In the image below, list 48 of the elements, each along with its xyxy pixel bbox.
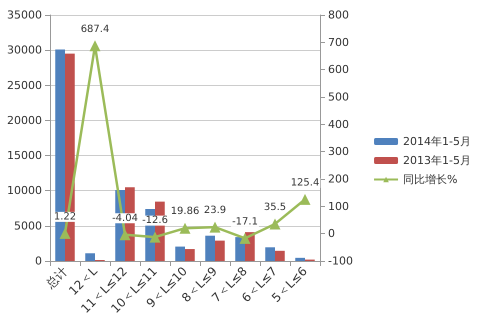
- data-label: -12.6: [142, 215, 168, 226]
- point: [300, 194, 310, 205]
- y-tick-label: 0: [35, 254, 42, 268]
- point: [120, 229, 130, 240]
- bar: [275, 250, 285, 261]
- y2-tick-label: 500: [328, 90, 349, 104]
- y-tick-label: 5000: [14, 219, 42, 232]
- data-label: -4.04: [112, 212, 138, 224]
- bar: [85, 253, 95, 261]
- point: [240, 232, 250, 244]
- x-tick-label: 总计: [42, 264, 70, 292]
- y2-tick-label: 700: [328, 36, 349, 49]
- data-label: 35.5: [264, 202, 286, 213]
- bar: [175, 246, 185, 261]
- legend-label: 2014年1-5月: [403, 135, 472, 148]
- y2-tick-label: 600: [328, 63, 349, 76]
- y2-tick-label: 400: [328, 118, 349, 131]
- bar: [265, 247, 275, 261]
- y-tick-label: 20000: [7, 114, 42, 127]
- y2-tick-label: 200: [328, 172, 349, 186]
- point: [270, 218, 280, 230]
- point: [150, 232, 160, 243]
- data-label: 125.4: [290, 177, 320, 188]
- point: [90, 40, 100, 52]
- y-tick-label: 35000: [7, 8, 42, 22]
- legend-label: 2013年1-5月: [403, 154, 472, 167]
- y2-tick-label: 100: [328, 200, 349, 213]
- data-label: 19.86: [170, 206, 200, 218]
- y2-tick-label: -100: [328, 254, 353, 268]
- point: [180, 222, 190, 234]
- y-tick-label: 10000: [7, 184, 42, 198]
- data-label: 1.22: [54, 211, 76, 222]
- bar: [295, 258, 305, 261]
- y-tick-label: 15000: [7, 149, 42, 162]
- y2-tick-label: 0: [328, 227, 335, 240]
- bar: [185, 249, 195, 261]
- legend-label: 同比增长%: [403, 173, 458, 186]
- data-label: 687.4: [80, 24, 110, 35]
- y2-tick-label: 300: [328, 145, 349, 158]
- data-label: -17.1: [232, 216, 258, 228]
- y-tick-label: 25000: [7, 78, 42, 92]
- point: [210, 222, 220, 233]
- point: [60, 228, 70, 239]
- bar: [215, 240, 225, 261]
- y2-tick-label: 800: [328, 8, 349, 22]
- y-tick-label: 30000: [7, 44, 42, 57]
- bar: [205, 236, 215, 261]
- data-label: 23.9: [204, 205, 226, 216]
